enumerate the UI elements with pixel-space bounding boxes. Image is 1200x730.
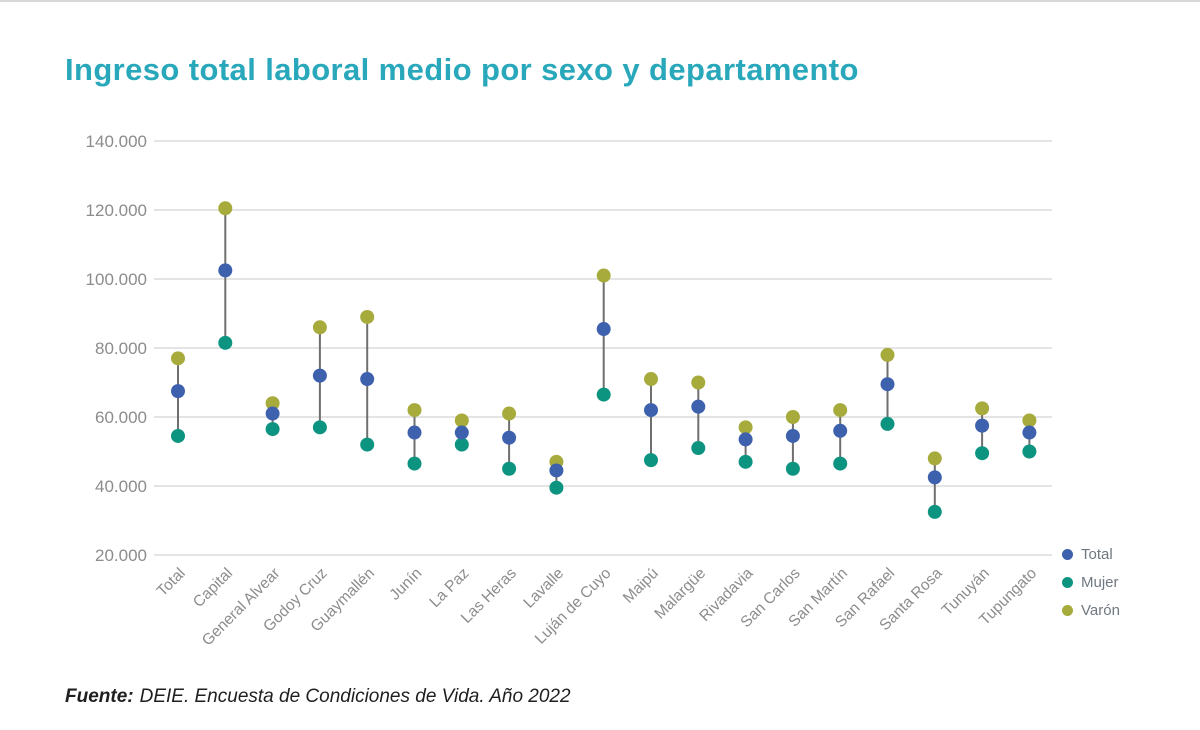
- dot-total-7: [502, 430, 517, 445]
- dot-mujer-3: [312, 420, 327, 435]
- svg-text:100.000: 100.000: [86, 270, 147, 289]
- dot-mujer-12: [738, 454, 753, 469]
- dot-total-3: [312, 368, 327, 383]
- dot-mujer-15: [880, 416, 895, 431]
- dot-total-12: [738, 432, 753, 447]
- dot-total-16: [927, 470, 942, 485]
- dot-varon-5: [407, 403, 422, 418]
- dot-mujer-2: [265, 422, 280, 437]
- dot-mujer-17: [975, 446, 990, 461]
- dot-mujer-16: [927, 504, 942, 519]
- svg-text:20.000: 20.000: [95, 546, 147, 565]
- svg-text:Capital: Capital: [190, 565, 236, 611]
- dot-total-0: [171, 384, 185, 399]
- svg-text:Junín: Junín: [386, 565, 425, 604]
- legend-label-total: Total: [1081, 546, 1113, 563]
- svg-text:Maipú: Maipú: [620, 565, 662, 607]
- dot-mujer-9: [596, 387, 611, 402]
- dot-mujer-18: [1022, 444, 1037, 459]
- legend-item-varon: Varón: [1062, 602, 1120, 619]
- dot-total-15: [880, 377, 895, 392]
- connector-lines: [177, 208, 1031, 512]
- dot-total-2: [265, 406, 280, 421]
- dot-mujer-8: [549, 480, 564, 495]
- source-label: Fuente:: [65, 686, 134, 707]
- legend-item-total: Total: [1062, 546, 1120, 563]
- dot-varon-17: [975, 401, 990, 416]
- y-axis-labels: 140.000 120.000 100.000 80.000 60.000 40.000 2…: [86, 132, 147, 565]
- income-dumbbell-chart: 140.000 120.000 100.000 80.000 60.000 40.000 2…: [86, 132, 1052, 650]
- svg-text:La Paz: La Paz: [426, 565, 472, 611]
- dot-varon-7: [502, 406, 517, 421]
- dot-mujer-14: [833, 456, 848, 471]
- dot-varon-15: [880, 347, 895, 362]
- dot-mujer-0: [171, 428, 185, 443]
- dot-varon-16: [927, 451, 942, 466]
- dot-varon-3: [312, 320, 327, 335]
- source-note: Fuente: DEIE. Encuesta de Condiciones de …: [65, 686, 571, 708]
- dot-total-8: [549, 463, 564, 478]
- dot-mujer-11: [691, 441, 706, 456]
- source-text: DEIE. Encuesta de Condiciones de Vida. A…: [139, 686, 571, 707]
- legend-dot-varon-icon: [1062, 605, 1073, 616]
- dot-total-9: [596, 322, 611, 337]
- dot-total-13: [785, 428, 800, 443]
- svg-text:140.000: 140.000: [86, 132, 147, 151]
- svg-text:Total: Total: [154, 565, 189, 600]
- dot-varon-9: [596, 268, 611, 283]
- dot-total-14: [833, 423, 848, 438]
- dot-mujer-10: [644, 453, 658, 468]
- svg-text:80.000: 80.000: [95, 339, 147, 358]
- dot-total-18: [1022, 425, 1037, 440]
- legend-label-varon: Varón: [1081, 602, 1120, 619]
- dot-varon-6: [454, 413, 469, 428]
- dot-total-11: [691, 399, 706, 414]
- dot-varon-2: [265, 396, 280, 411]
- dot-total-17: [975, 418, 990, 433]
- dot-varon-18: [1022, 413, 1037, 428]
- svg-text:60.000: 60.000: [95, 408, 147, 427]
- chart-legend: Total Mujer Varón: [1062, 546, 1120, 619]
- legend-dot-total-icon: [1062, 549, 1073, 560]
- dot-mujer-7: [502, 461, 517, 476]
- legend-item-mujer: Mujer: [1062, 574, 1120, 591]
- svg-text:120.000: 120.000: [86, 201, 147, 220]
- dot-varon-10: [644, 372, 658, 387]
- dot-varon-12: [738, 420, 753, 435]
- dot-mujer-5: [407, 456, 422, 471]
- dot-varon-0: [171, 351, 185, 366]
- svg-text:40.000: 40.000: [95, 477, 147, 496]
- dot-mujer-1: [218, 335, 233, 350]
- dot-total-1: [218, 263, 233, 278]
- dot-total-6: [454, 425, 469, 440]
- dot-mujer-6: [454, 437, 469, 452]
- legend-dot-mujer-icon: [1062, 577, 1073, 588]
- dot-varon-13: [785, 410, 800, 424]
- dot-mujer-13: [785, 461, 800, 476]
- dot-mujer-4: [360, 437, 375, 452]
- legend-label-mujer: Mujer: [1081, 574, 1119, 591]
- dot-varon-4: [360, 309, 375, 324]
- dot-total-5: [407, 425, 422, 440]
- dot-varon-14: [833, 403, 848, 418]
- dot-total-4: [360, 372, 375, 387]
- chart-title: Ingreso total laboral medio por sexo y d…: [65, 52, 859, 87]
- series-dots: [171, 201, 1037, 519]
- dot-varon-11: [691, 375, 706, 390]
- svg-text:Lavalle: Lavalle: [520, 565, 567, 612]
- dot-total-10: [644, 403, 658, 418]
- dot-varon-1: [218, 201, 233, 216]
